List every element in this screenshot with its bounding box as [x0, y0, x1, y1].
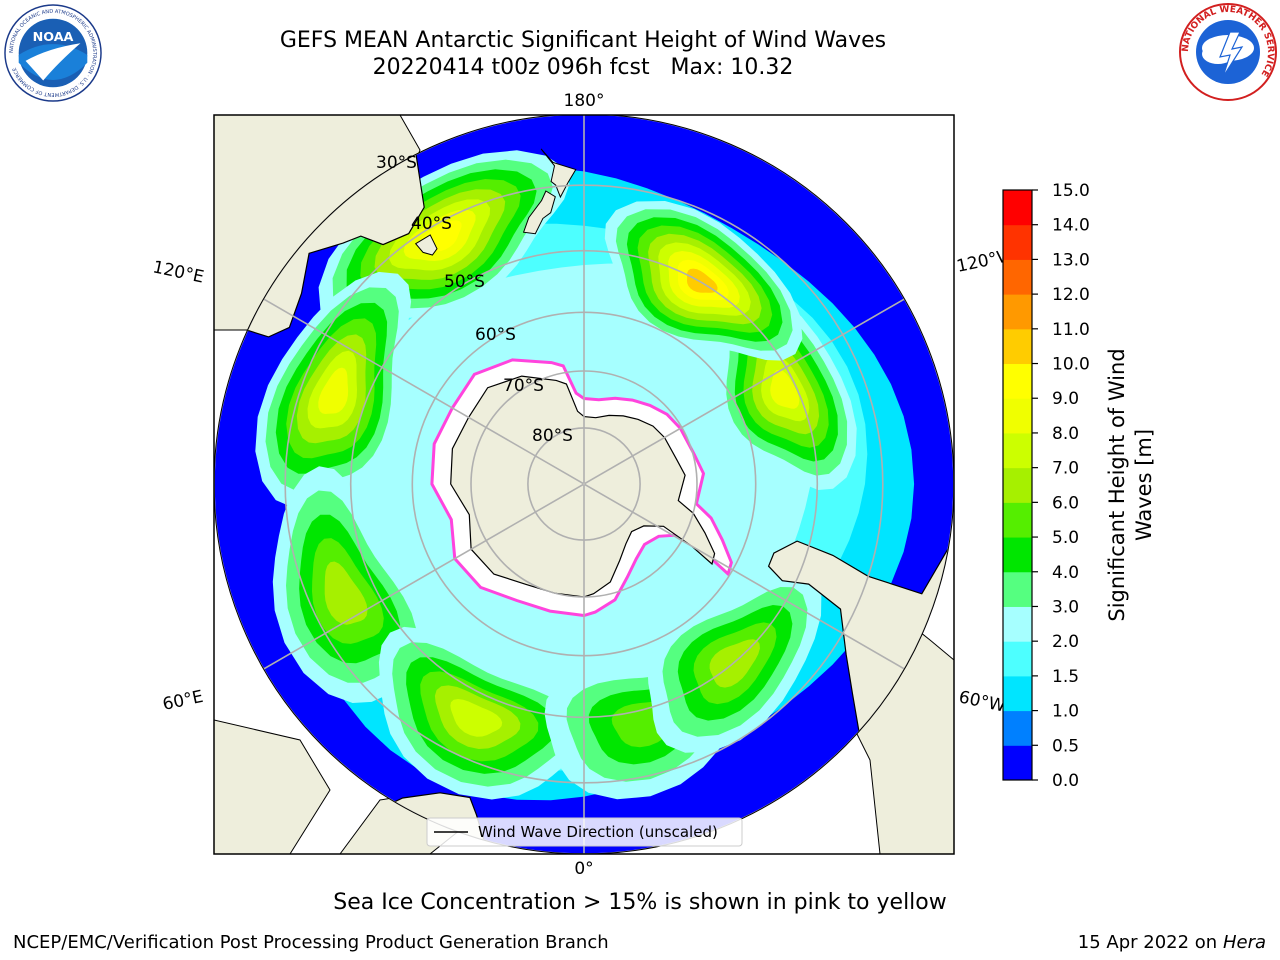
- legend-label: Wind Wave Direction (unscaled): [478, 823, 718, 841]
- colorbar-tick-label: 0.5: [1052, 736, 1079, 756]
- colorbar-tick-label: 13.0: [1052, 250, 1090, 270]
- colorbar-tick-label: 9.0: [1052, 389, 1079, 409]
- colorbar-tick-label: 3.0: [1052, 597, 1079, 617]
- colorbar-tick-label: 10.0: [1052, 355, 1090, 375]
- lat-label-60s: 60°S: [475, 325, 516, 345]
- lat-label-80s: 80°S: [532, 426, 573, 446]
- colorbar-ticks: 0.0 0.5 1.0 1.5 2.0 3.0 4.0 5.0 6.0 7.0 8.0 9.0 10.0…: [1032, 181, 1090, 791]
- colorbar-band: [1003, 467, 1032, 503]
- antarctica: [450, 375, 716, 598]
- footer-organization: NCEP/EMC/Verification Post Processing Pr…: [13, 932, 609, 953]
- chart-subtitle: 20220414 t00z 096h fcst Max: 10.32: [372, 55, 794, 80]
- colorbar-tick-label: 7.0: [1052, 459, 1079, 479]
- tasmania: [414, 234, 438, 256]
- colorbar-tick-label: 12.0: [1052, 285, 1090, 305]
- wave-max-contour: [770, 369, 800, 409]
- colorbar-band: [1003, 571, 1032, 607]
- colorbar-band: [1003, 328, 1032, 365]
- noaa-logo: NOAA NATIONAL OCEANIC AND ATMOSPHERIC AD…: [4, 4, 102, 102]
- lon-label-0: 0°: [574, 859, 593, 879]
- colorbar-tick-label: 11.0: [1052, 320, 1090, 340]
- lat-label-70s: 70°S: [503, 376, 544, 396]
- colorbar-tick-label: 0.0: [1052, 771, 1079, 791]
- colorbar-tick-label: 6.0: [1052, 493, 1079, 513]
- lat-label-30s: 30°S: [376, 153, 417, 173]
- wave-max-contour: [324, 561, 368, 625]
- nws-logo: NATIONAL WEATHER SERVICE: [1179, 3, 1277, 101]
- outer-landmass: [214, 719, 331, 854]
- lat-label-50s: 50°S: [444, 272, 485, 292]
- colorbar-tick-label: 4.0: [1052, 563, 1079, 583]
- colorbar-tick-label: 1.0: [1052, 702, 1079, 722]
- arrow-legend: Wind Wave Direction (unscaled): [426, 817, 743, 847]
- colorbar-band: [1003, 363, 1032, 399]
- chart-title: GEFS MEAN Antarctic Significant Height o…: [279, 28, 887, 53]
- footer-date: 15 Apr 2022 on Hera: [1077, 932, 1266, 953]
- colorbar-tick-label: 15.0: [1052, 181, 1090, 201]
- sea-ice-note: Sea Ice Concentration > 15% is shown in …: [333, 890, 947, 915]
- colorbar-band: [1003, 745, 1032, 781]
- wave-max-contour: [318, 367, 349, 414]
- colorbar-band: [1003, 190, 1032, 226]
- colorbar-band: [1003, 606, 1032, 642]
- colorbar-bands: [1003, 190, 1032, 781]
- colorbar-band: [1003, 224, 1032, 260]
- colorbar-band: [1003, 641, 1032, 677]
- colorbar-tick-label: 2.0: [1052, 632, 1079, 652]
- colorbar-band: [1003, 294, 1032, 330]
- colorbar-band: [1003, 537, 1032, 573]
- colorbar-label-line2: Waves [m]: [1132, 429, 1156, 541]
- colorbar-band: [1003, 432, 1032, 469]
- colorbar-band: [1003, 398, 1032, 434]
- lat-label-40s: 40°S: [411, 214, 452, 234]
- lon-label-180: 180°: [564, 91, 605, 111]
- colorbar-band: [1003, 675, 1032, 712]
- map-frame: [213, 114, 955, 855]
- svg-text:NOAA: NOAA: [33, 30, 74, 45]
- colorbar-band: [1003, 710, 1032, 746]
- colorbar-tick-label: 5.0: [1052, 528, 1079, 548]
- footer-machine: Hera: [1222, 932, 1266, 953]
- wave-max-contour: [450, 699, 503, 737]
- colorbar-tick-label: 8.0: [1052, 424, 1079, 444]
- colorbar-label-line1: Significant Height of Wind: [1105, 348, 1129, 621]
- colorbar-band: [1003, 259, 1032, 295]
- colorbar-tick-label: 1.5: [1052, 667, 1079, 687]
- colorbar-band: [1003, 502, 1032, 538]
- colorbar-tick-label: 14.0: [1052, 216, 1090, 236]
- new-zealand: [522, 190, 556, 235]
- new-zealand: [540, 148, 577, 199]
